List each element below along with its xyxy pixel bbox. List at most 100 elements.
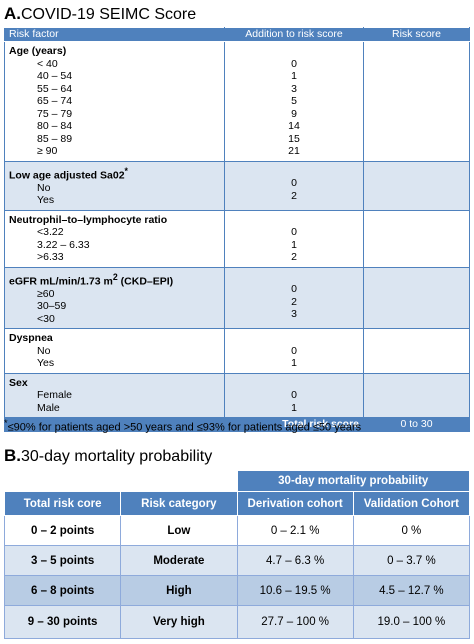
level-points: 1: [291, 401, 297, 414]
column-header: Total risk core: [3, 491, 122, 516]
data-row: 3 – 5 points Moderate 4.7 – 6.3 % 0 – 3.7 %: [3, 545, 471, 576]
section-label: A.: [4, 4, 21, 23]
level-points: 21: [288, 145, 300, 157]
factor-title: Neutrophil–to–lymphocyte ratio: [9, 214, 220, 227]
factor-cell: Low age adjusted Sa02* No Yes: [4, 160, 225, 211]
data-cell: 9 – 30 points: [3, 605, 122, 639]
section-title: 30-day mortality probability: [21, 448, 213, 465]
factor-level: <30: [37, 312, 55, 325]
level-points: 0: [291, 177, 297, 189]
factor-level: Yes: [37, 194, 55, 206]
level-points: 3: [291, 82, 297, 95]
factor-title-sup: *: [124, 165, 128, 176]
factor-title-text: eGFR mL/min/1.73 m: [9, 275, 113, 287]
mortality-table: 30-day mortality probability Total risk …: [3, 470, 471, 639]
factor-group: Age (years) < 40 40 – 54 55 – 64 65 – 74 75 –…: [4, 41, 470, 162]
data-row: 0 – 2 points Low 0 – 2.1 % 0 %: [3, 515, 471, 546]
footnote-mark: *: [4, 418, 8, 428]
spacer: [229, 377, 359, 390]
factor-level: 80 – 84: [37, 120, 73, 132]
empty-cell: [5, 471, 238, 492]
factor-level: >6.33: [37, 251, 64, 263]
level-points: 1: [291, 238, 297, 251]
level-points: 1: [291, 357, 297, 369]
data-cell: Very high: [120, 605, 238, 639]
factor-level: 75 – 79: [37, 107, 73, 120]
spacer: [229, 45, 359, 58]
data-cell: 0 %: [352, 515, 471, 546]
factor-cell: Age (years) < 40 40 – 54 55 – 64 65 – 74 75 –…: [4, 41, 225, 162]
data-cell: 3 – 5 points: [3, 545, 122, 576]
level-points: 2: [291, 189, 297, 202]
spacer: [229, 271, 359, 284]
data-cell: 4.5 – 12.7 %: [352, 575, 471, 606]
footnote-text: ≤90% for patients aged >50 years and ≤93…: [7, 421, 362, 434]
factor-group: Dyspnea No Yes 0 1: [4, 328, 470, 374]
level-points: 5: [291, 95, 297, 107]
score-cell: [363, 372, 470, 418]
factor-level: 55 – 64: [37, 82, 73, 95]
spacer: [229, 332, 359, 345]
data-row: 9 – 30 points Very high 27.7 – 100 % 19.0 –…: [3, 605, 471, 639]
factor-level: 40 – 54: [37, 70, 73, 82]
score-cell: [363, 209, 470, 268]
level-points: 3: [291, 308, 297, 320]
factor-level: Female: [37, 389, 73, 401]
level-points: 0: [291, 389, 297, 401]
factor-title-text: Neutrophil–to–lymphocyte ratio: [9, 213, 168, 226]
factor-group: eGFR mL/min/1.73 m2 (CKD–EPI) ≥60 30–59 <30…: [4, 266, 470, 329]
factor-title: Dyspnea: [9, 332, 220, 345]
data-cell: Moderate: [120, 545, 238, 576]
footnote: *≤90% for patients aged >50 years and ≤9…: [4, 418, 361, 434]
factor-cell: Dyspnea No Yes: [4, 328, 225, 374]
factor-level: 85 – 89: [37, 132, 73, 145]
section-label: B.: [4, 446, 21, 465]
factor-level: < 40: [37, 57, 58, 70]
level-points: 0: [291, 57, 297, 70]
heading-a: A.COVID-19 SEIMC Score: [4, 4, 196, 24]
factor-level: <3.22: [37, 226, 64, 238]
data-row: 6 – 8 points High 10.6 – 19.5 % 4.5 – 12.7 …: [3, 575, 471, 606]
total-value: 0 to 30: [363, 417, 470, 432]
factor-title: Sex: [9, 377, 220, 390]
column-header: Risk factor: [4, 27, 225, 42]
factor-cell: Neutrophil–to–lymphocyte ratio <3.22 3.22 …: [4, 209, 225, 268]
factor-group: Low age adjusted Sa02* No Yes 0 2: [4, 160, 470, 211]
data-cell: 4.7 – 6.3 %: [236, 545, 354, 576]
spacer: [229, 214, 359, 227]
spacer: [229, 165, 359, 178]
factor-title-text: Sex: [9, 376, 28, 389]
factor-group: Neutrophil–to–lymphocyte ratio <3.22 3.22 …: [4, 209, 470, 268]
factor-title-sup: 2: [112, 271, 118, 282]
score-cell: [363, 160, 470, 211]
factor-cell: Sex Female Male: [4, 372, 225, 418]
factor-level: 3.22 – 6.33: [37, 238, 90, 251]
data-cell: Low: [120, 515, 238, 546]
level-points: 0: [291, 283, 297, 295]
data-cell: 19.0 – 100 %: [352, 605, 471, 639]
data-cell: 0 – 2.1 %: [236, 515, 354, 546]
factor-group: Sex Female Male 0 1: [4, 372, 470, 418]
score-cell: [363, 266, 470, 329]
level-points: 9: [291, 107, 297, 120]
data-cell: High: [120, 575, 238, 606]
heading-b: B.30-day mortality probability: [4, 446, 212, 466]
column-header: Risk category: [120, 491, 238, 516]
points-cell: 0 1 3 5 9 14 15 21: [224, 41, 364, 162]
data-cell: 0 – 3.7 %: [352, 545, 471, 576]
section-title: COVID-19 SEIMC Score: [21, 6, 197, 23]
factor-level: 65 – 74: [37, 95, 73, 107]
column-header: Derivation cohort: [236, 491, 354, 516]
factor-title: eGFR mL/min/1.73 m2 (CKD–EPI): [9, 271, 220, 288]
factor-level: ≥60: [37, 287, 55, 300]
factor-level: No: [37, 181, 51, 194]
column-header: Risk score: [363, 27, 470, 42]
factor-level: No: [37, 344, 51, 357]
factor-level: Yes: [37, 357, 55, 369]
data-cell: 27.7 – 100 %: [236, 605, 354, 639]
score-cell: [363, 41, 470, 162]
level-points: 14: [288, 120, 300, 132]
